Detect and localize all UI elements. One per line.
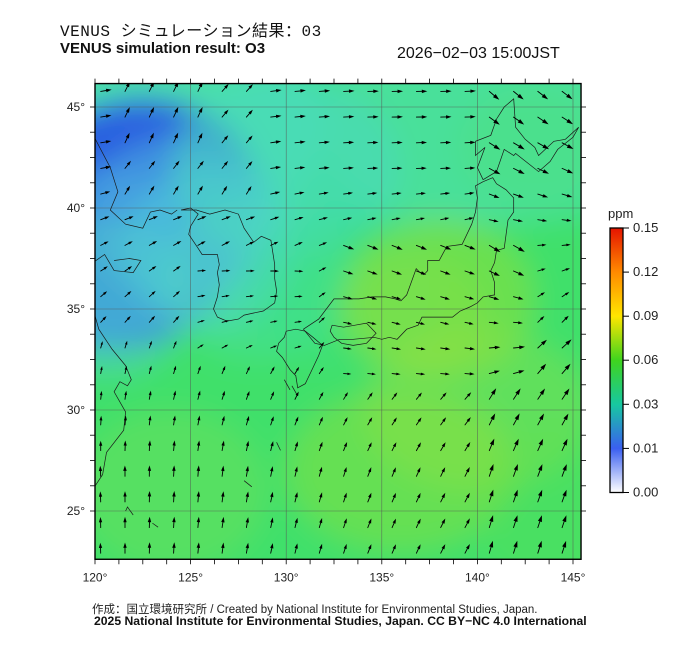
svg-text:0.00: 0.00 xyxy=(633,485,658,500)
svg-text:120°: 120° xyxy=(83,570,108,584)
svg-text:140°: 140° xyxy=(465,570,490,584)
svg-text:25°: 25° xyxy=(67,504,85,518)
svg-text:145°: 145° xyxy=(561,570,586,584)
svg-text:0.12: 0.12 xyxy=(633,264,658,279)
svg-text:0.15: 0.15 xyxy=(633,220,658,235)
svg-text:0.03: 0.03 xyxy=(633,396,658,411)
svg-text:125°: 125° xyxy=(178,570,203,584)
svg-text:130°: 130° xyxy=(274,570,299,584)
svg-text:135°: 135° xyxy=(369,570,394,584)
svg-text:45°: 45° xyxy=(67,100,85,114)
svg-text:0.01: 0.01 xyxy=(633,440,658,455)
svg-text:35°: 35° xyxy=(67,302,85,316)
svg-text:40°: 40° xyxy=(67,201,85,215)
svg-text:0.06: 0.06 xyxy=(633,352,658,367)
svg-text:30°: 30° xyxy=(67,403,85,417)
svg-text:ppm: ppm xyxy=(608,206,633,221)
svg-text:0.09: 0.09 xyxy=(633,308,658,323)
